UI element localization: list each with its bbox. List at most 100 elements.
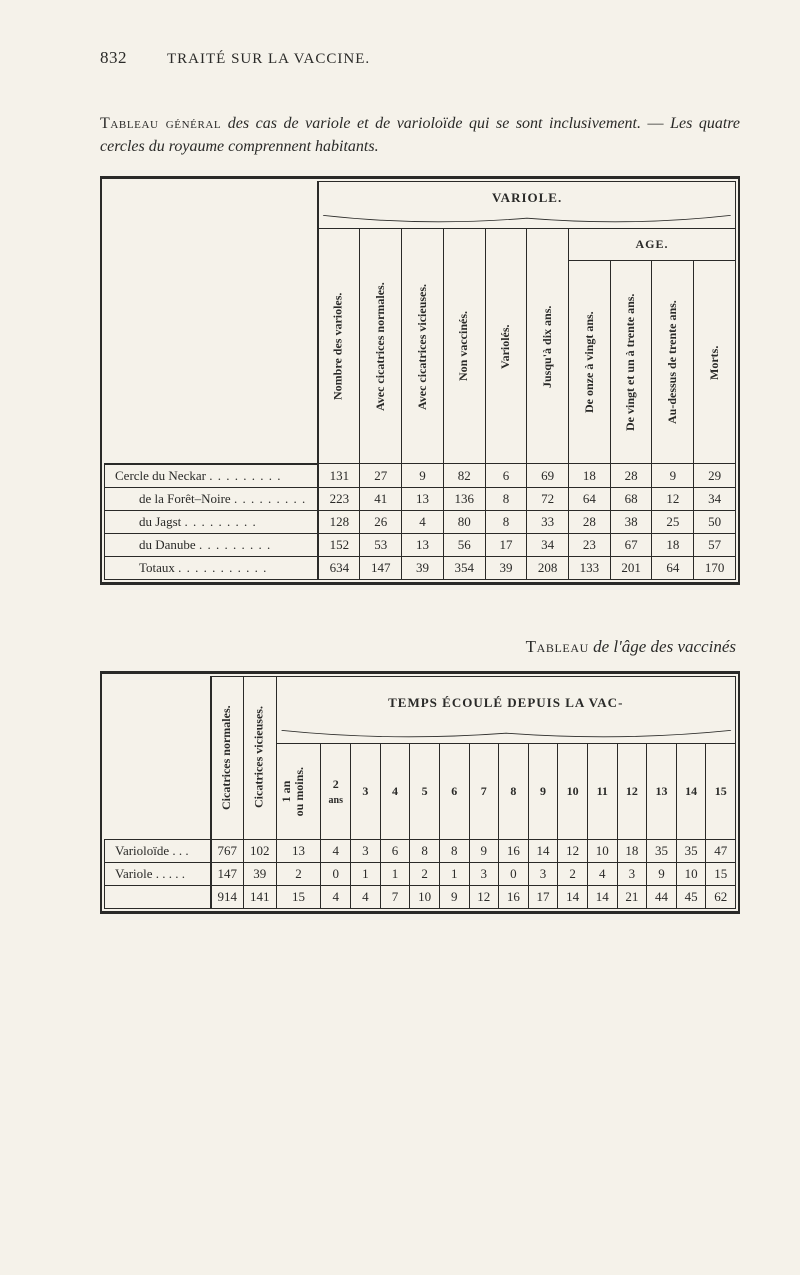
t1-h1: Avec cicatrices normales. [360,229,402,464]
brace-icon [319,214,735,228]
cell: 62 [706,885,736,908]
cell: 133 [569,556,611,579]
cell: 914 [211,885,244,908]
cell: 64 [569,487,611,510]
cell: 9 [647,862,677,885]
cell: 14 [528,839,558,862]
t1-h3: Non vaccinés. [443,229,485,464]
cell: 33 [527,510,569,533]
cell: 72 [527,487,569,510]
cell: 18 [652,533,694,556]
cell: 26 [360,510,402,533]
cell: 128 [318,510,360,533]
t2-col-5: 5 [410,744,440,839]
cell: 67 [610,533,652,556]
cell: 147 [211,862,244,885]
cell: 34 [527,533,569,556]
cell: 27 [360,464,402,488]
cell: 354 [443,556,485,579]
cell: 18 [617,839,647,862]
t1-h8: Au-dessus de trente ans. [652,261,694,464]
cell: 9 [439,885,469,908]
t1-h5: Jusqu'à dix ans. [527,229,569,464]
cell: 131 [318,464,360,488]
t2-col-1an: 1 anou moins. [276,744,321,839]
t1-h7: De vingt et un à trente ans. [610,261,652,464]
cell: 23 [569,533,611,556]
cell: 45 [676,885,706,908]
cell: 50 [694,510,736,533]
table-row-label: Cercle du Neckar . . . . . . . . . [105,464,319,488]
table2-caption: Tableau de l'âge des vaccinés [100,637,736,657]
cell: 2 [276,862,321,885]
cell: 8 [485,510,527,533]
cell: 4 [321,839,351,862]
cell: 102 [243,839,276,862]
t2-vh0: Cicatrices normales. [211,676,244,839]
page-number: 832 [100,48,127,68]
table-row-label: Variole . . . . . [105,862,211,885]
cell: 1 [380,862,410,885]
cell: 147 [360,556,402,579]
cell: 152 [318,533,360,556]
table1-group-variole: VARIOLE. [318,182,735,215]
cell: 47 [706,839,736,862]
cell: 13 [402,487,444,510]
cell: 17 [528,885,558,908]
cell: 0 [499,862,529,885]
t2-col-13: 13 [647,744,677,839]
t2-col-6: 6 [439,744,469,839]
cell: 1 [351,862,381,885]
brace-icon [277,729,735,743]
table1-caption: Tableau général des cas de variole et de… [100,112,740,158]
cell: 12 [652,487,694,510]
cell: 767 [211,839,244,862]
t1-h9: Morts. [694,261,736,464]
cell: 21 [617,885,647,908]
cell: 15 [706,862,736,885]
cell: 3 [617,862,647,885]
cell: 13 [276,839,321,862]
cell: 14 [558,885,588,908]
cell: 10 [587,839,617,862]
cell: 4 [402,510,444,533]
cell: 136 [443,487,485,510]
cell: 39 [485,556,527,579]
cell: 208 [527,556,569,579]
cell: 12 [558,839,588,862]
cell: 44 [647,885,677,908]
cell: 4 [351,885,381,908]
cell: 38 [610,510,652,533]
t2-col-3: 3 [351,744,381,839]
cell: 35 [647,839,677,862]
t2-col-7: 7 [469,744,499,839]
t2-col-14: 14 [676,744,706,839]
cell: 634 [318,556,360,579]
cell: 16 [499,839,529,862]
cell: 0 [321,862,351,885]
cell: 223 [318,487,360,510]
cell: 8 [439,839,469,862]
cell: 170 [694,556,736,579]
cell: 41 [360,487,402,510]
cell: 13 [402,533,444,556]
cell: 18 [569,464,611,488]
cell: 10 [676,862,706,885]
table2: Cicatrices normales. Cicatrices vicieuse… [100,671,740,914]
cell: 4 [321,885,351,908]
t2-col-8: 8 [499,744,529,839]
cell: 201 [610,556,652,579]
cell: 16 [499,885,529,908]
t2-col-11: 11 [587,744,617,839]
cell: 3 [351,839,381,862]
cell: 6 [380,839,410,862]
cell: 57 [694,533,736,556]
cell: 34 [694,487,736,510]
cell: 39 [402,556,444,579]
cell: 28 [610,464,652,488]
table1-age-label: AGE. [569,229,736,261]
table-row-label: du Jagst . . . . . . . . . [105,510,319,533]
cell: 3 [528,862,558,885]
cell: 1 [439,862,469,885]
cell: 9 [469,839,499,862]
